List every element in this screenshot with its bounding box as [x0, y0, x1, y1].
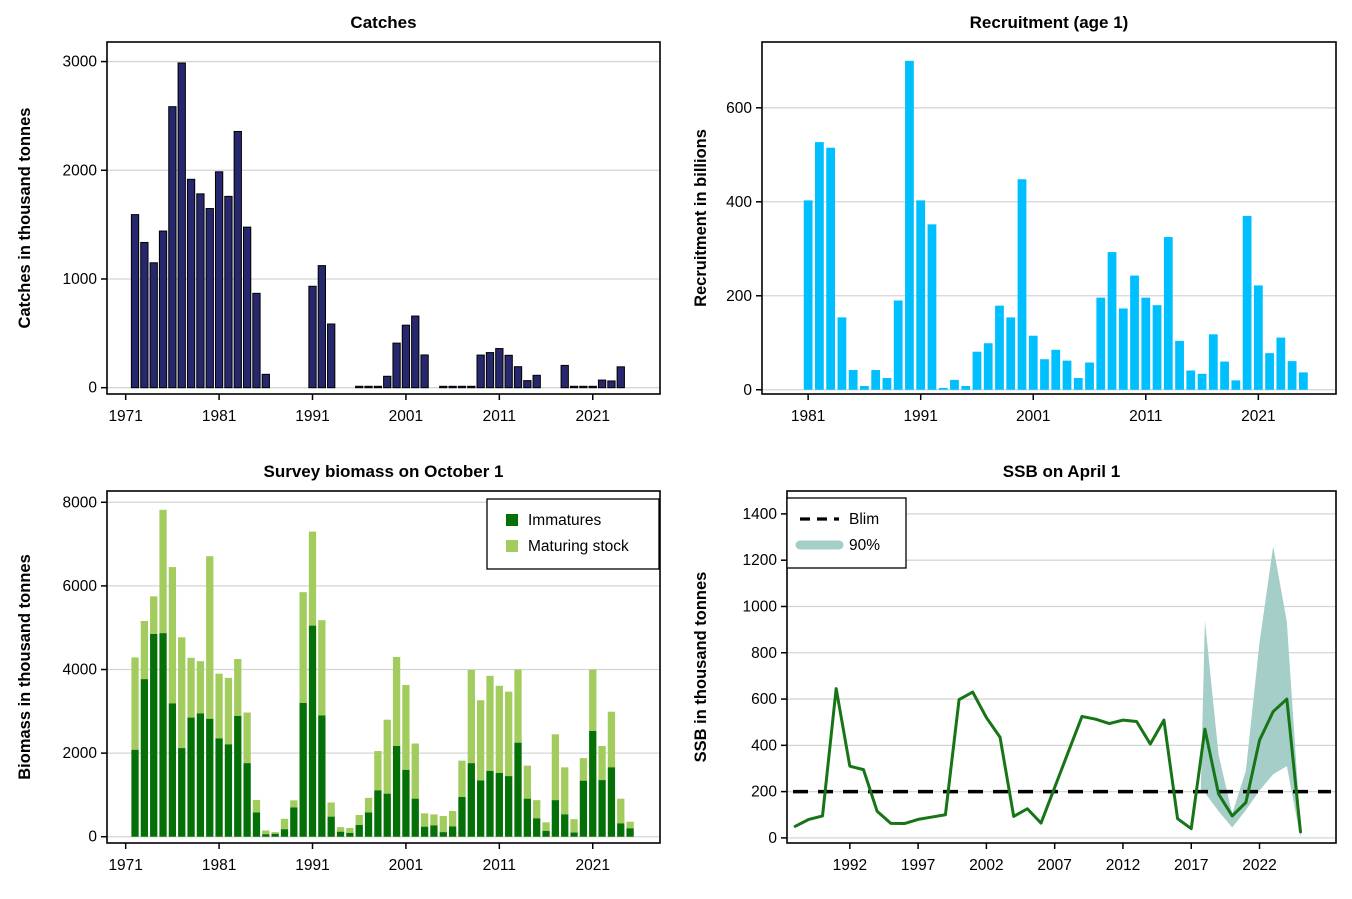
survey-biomass-chart: 1971 1981 1991 2001 2011 2021 0 2000 4000 6000 800… [63, 490, 661, 874]
svg-text:200: 200 [726, 288, 752, 305]
svg-text:2012: 2012 [1106, 857, 1140, 874]
svg-text:2021: 2021 [1241, 408, 1275, 425]
svg-text:2001: 2001 [389, 857, 423, 874]
svg-text:2000: 2000 [63, 162, 98, 179]
svg-text:1981: 1981 [202, 408, 236, 425]
recruitment-chart: 1981 1991 2001 2011 2021 0 200 400 600 [726, 41, 1337, 425]
svg-text:1991: 1991 [295, 857, 329, 874]
svg-text:0: 0 [743, 382, 752, 399]
svg-text:1971: 1971 [108, 408, 142, 425]
svg-text:Maturing stock: Maturing stock [528, 538, 629, 555]
svg-text:600: 600 [726, 100, 752, 117]
svg-text:0: 0 [768, 830, 777, 847]
svg-text:Blim: Blim [849, 511, 879, 528]
svg-text:1992: 1992 [833, 857, 867, 874]
svg-text:6000: 6000 [63, 578, 98, 595]
svg-text:1971: 1971 [108, 857, 142, 874]
survey-biomass-y-axis-label: Biomass in thousand tonnes [16, 554, 34, 780]
svg-text:2022: 2022 [1242, 857, 1276, 874]
survey-biomass-panel: 1971 1981 1991 2001 2011 2021 0 2000 4000 6000 800… [0, 449, 676, 898]
svg-text:90%: 90% [849, 537, 880, 554]
svg-text:2011: 2011 [483, 408, 516, 425]
svg-text:1981: 1981 [202, 857, 236, 874]
svg-text:0: 0 [88, 829, 97, 846]
svg-text:2000: 2000 [63, 745, 98, 762]
ssb-chart: 1992 1997 2002 2007 2012 2017 2022 0 200 400 600 80… [743, 490, 1337, 874]
svg-text:2021: 2021 [576, 408, 610, 425]
svg-text:1200: 1200 [743, 552, 778, 569]
svg-text:2001: 2001 [1016, 408, 1050, 425]
svg-text:400: 400 [751, 737, 777, 754]
ssb-title: SSB on April 1 [1002, 462, 1121, 481]
recruitment-y-axis-label: Recruitment in billions [692, 129, 710, 307]
svg-text:200: 200 [751, 784, 777, 801]
svg-text:600: 600 [751, 691, 777, 708]
svg-text:1997: 1997 [901, 857, 935, 874]
survey-biomass-title: Survey biomass on October 1 [263, 462, 504, 481]
ssb-panel: 1992 1997 2002 2007 2012 2017 2022 0 200 400 600 80… [676, 449, 1352, 898]
svg-text:2021: 2021 [576, 857, 610, 874]
svg-text:2017: 2017 [1174, 857, 1208, 874]
svg-text:4000: 4000 [63, 662, 98, 679]
svg-text:3000: 3000 [63, 54, 98, 71]
svg-text:8000: 8000 [63, 494, 98, 511]
catches-title: Catches [350, 13, 417, 32]
svg-text:2002: 2002 [969, 857, 1003, 874]
recruitment-panel: 1981 1991 2001 2011 2021 0 200 400 600 Recruitme… [676, 0, 1352, 449]
ssb-y-axis-label: SSB in thousand tonnes [692, 571, 710, 763]
svg-text:Immatures: Immatures [528, 512, 601, 529]
svg-text:2007: 2007 [1037, 857, 1071, 874]
svg-text:400: 400 [726, 194, 752, 211]
catches-y-axis-label: Catches in thousand tonnes [16, 107, 34, 329]
svg-text:1981: 1981 [791, 408, 825, 425]
svg-text:1991: 1991 [903, 408, 937, 425]
svg-text:0: 0 [88, 380, 97, 397]
svg-text:1991: 1991 [295, 408, 329, 425]
svg-text:2001: 2001 [389, 408, 423, 425]
svg-text:1000: 1000 [743, 598, 778, 615]
catches-panel: 1971 1981 1991 2001 2011 2021 0 1000 2000 3000 Ca… [0, 0, 676, 449]
catches-chart: 1971 1981 1991 2001 2011 2021 0 1000 2000 3000 [63, 41, 661, 425]
svg-text:2011: 2011 [483, 857, 516, 874]
svg-text:1400: 1400 [743, 506, 778, 523]
svg-text:800: 800 [751, 645, 777, 662]
svg-text:1000: 1000 [63, 271, 98, 288]
recruitment-title: Recruitment (age 1) [969, 13, 1129, 32]
svg-text:2011: 2011 [1129, 408, 1162, 425]
